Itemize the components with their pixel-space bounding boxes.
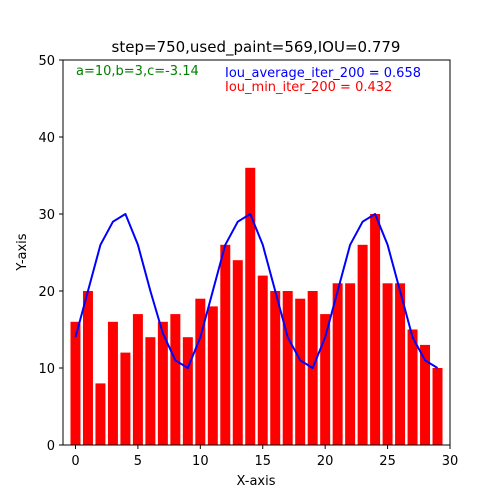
bar-10 <box>195 298 206 445</box>
bar-27 <box>407 329 418 445</box>
bar-25 <box>382 283 393 445</box>
bar-0 <box>70 321 81 445</box>
bar-12 <box>220 244 231 445</box>
y-tick-label: 20 <box>38 285 55 300</box>
y-tick-label: 40 <box>38 131 55 146</box>
bar-14 <box>245 167 256 446</box>
bar-1 <box>82 291 93 445</box>
bar-17 <box>282 291 293 445</box>
bar-20 <box>320 314 331 445</box>
x-tick-label: 20 <box>317 454 334 469</box>
line-layer <box>74 213 439 369</box>
annotation-iou-average: Iou_average_iter_200 = 0.658 <box>225 66 421 81</box>
bar-11 <box>207 306 218 445</box>
bar-5 <box>132 314 143 445</box>
bar-23 <box>357 244 368 445</box>
bar-2 <box>95 383 106 445</box>
x-tick-label: 30 <box>442 454 459 469</box>
y-tick-label: 10 <box>38 362 55 377</box>
bar-13 <box>232 260 243 445</box>
bar-16 <box>270 291 281 445</box>
bar-26 <box>395 283 406 445</box>
y-tick-label: 50 <box>38 54 55 69</box>
y-tick-label: 0 <box>47 439 55 454</box>
y-axis-label: Y-axis <box>15 233 30 271</box>
bar-7 <box>157 321 168 445</box>
x-tick-label: 10 <box>192 454 209 469</box>
bar-4 <box>120 352 131 445</box>
bar-21 <box>332 283 343 445</box>
bar-6 <box>145 337 156 445</box>
bar-8 <box>170 314 181 445</box>
bar-18 <box>295 298 306 445</box>
bar-28 <box>420 344 431 445</box>
x-tick-label: 0 <box>71 454 79 469</box>
x-axis-label: X-axis <box>237 474 276 489</box>
bars-layer <box>70 167 443 446</box>
bar-24 <box>370 214 381 445</box>
x-ticks: 0 5 10 15 20 25 30 <box>71 445 458 469</box>
y-tick-label: 30 <box>38 208 55 223</box>
series-line <box>74 213 439 369</box>
y-ticks: 0 10 20 30 40 50 <box>38 54 63 454</box>
bar-22 <box>345 283 356 445</box>
plot-frame <box>62 59 451 446</box>
annotation-iou-min: Iou_min_iter_200 = 0.432 <box>225 80 392 95</box>
annotation-params: a=10,b=3,c=-3.14 <box>76 64 199 79</box>
chart-title: step=750,used_paint=569,IOU=0.779 <box>112 38 401 57</box>
x-tick-label: 25 <box>379 454 396 469</box>
bar-9 <box>182 337 193 445</box>
bar-15 <box>257 275 268 445</box>
x-tick-label: 5 <box>134 454 142 469</box>
bar-29 <box>432 368 443 445</box>
bar-3 <box>107 321 118 445</box>
x-tick-label: 15 <box>254 454 271 469</box>
